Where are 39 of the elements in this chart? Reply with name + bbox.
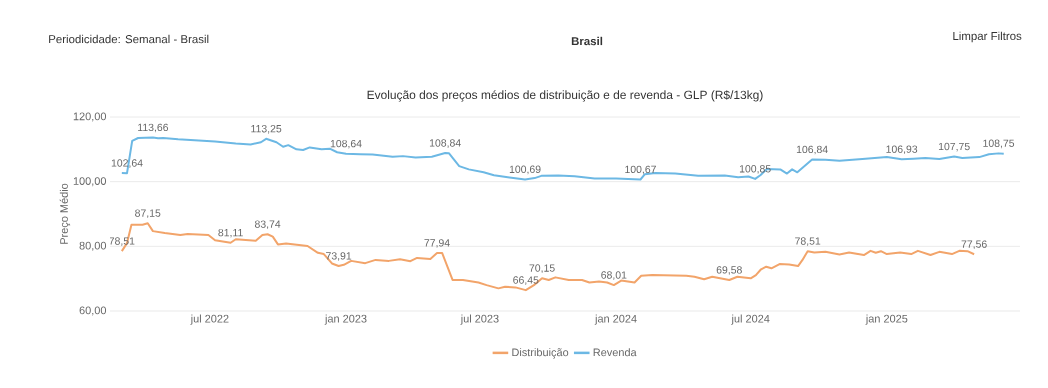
data-label: 108,75 (983, 139, 1015, 149)
data-label: 70,15 (529, 264, 555, 273)
data-label: 77,56 (961, 240, 987, 250)
y-tick-label: 120,00 (73, 112, 107, 122)
data-label: 77,94 (424, 239, 450, 248)
y-tick-label: 80,00 (79, 241, 107, 251)
x-tick-label: jan 2025 (865, 314, 908, 325)
x-tick-label: jan 2023 (324, 314, 367, 325)
legend-label: Revenda (593, 348, 637, 357)
x-tick-label: jul 2023 (460, 314, 499, 325)
data-label: 83,74 (254, 220, 281, 230)
data-label: 113,25 (251, 124, 282, 134)
data-label: 107,75 (938, 142, 970, 152)
data-label: 100,69 (509, 165, 541, 175)
data-label: 100,85 (739, 165, 771, 174)
data-label: 66,45 (513, 276, 539, 285)
data-label: 108,84 (429, 139, 461, 148)
y-tick-label: 60,00 (79, 306, 107, 316)
text: Brasil (571, 36, 603, 46)
data-label: 68,01 (601, 271, 627, 280)
data-label: 106,84 (796, 145, 828, 155)
text: Periodicidade: Semanal - Brasil (49, 34, 209, 44)
legend-label: Distribuição (512, 348, 569, 359)
x-tick-label: jul 2022 (190, 314, 229, 325)
data-label: 78,51 (795, 237, 821, 246)
data-label: 73,91 (326, 252, 352, 261)
data-label: 81,11 (218, 228, 243, 238)
data-label: 106,93 (886, 145, 918, 155)
text: Limpar Filtros (953, 31, 1022, 43)
data-label: 100,67 (625, 165, 656, 175)
data-label: 87,15 (135, 209, 161, 219)
y-tick-label: 100,00 (73, 177, 107, 187)
data-label: 69,58 (716, 266, 742, 275)
data-label: 108,64 (330, 139, 362, 149)
data-label: 113,66 (138, 123, 169, 133)
y-axis-title: Preço Médio (59, 183, 71, 244)
chart-title: Evolução dos preços médios de distribuição e de revenda - GLP (R$/13kg) (367, 90, 763, 102)
x-tick-label: jul 2024 (731, 314, 770, 325)
x-tick-label: jan 2024 (594, 314, 637, 325)
